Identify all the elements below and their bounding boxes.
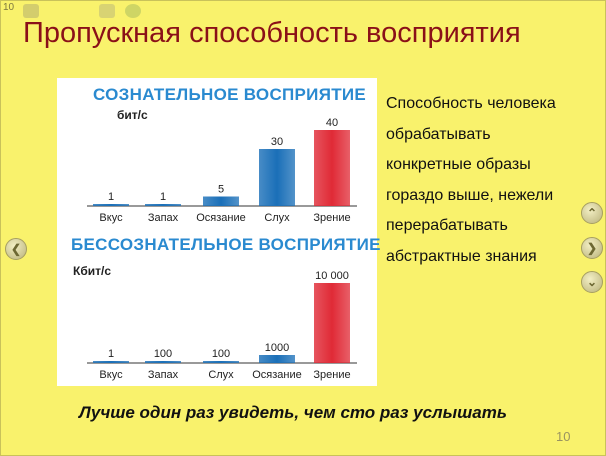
category-label: Зрение [313,369,350,381]
next-slide-button[interactable]: ❯ [581,237,603,259]
chevron-up-icon: ⌃ [586,206,598,220]
chevron-down-icon: ⌄ [586,275,598,289]
data-label: 1000 [265,342,289,354]
data-label: 1 [108,191,114,203]
down-button[interactable]: ⌄ [581,271,603,293]
slide-toolbar: 10 [1,1,171,23]
slide-panel-icon[interactable] [23,4,39,18]
chevron-left-icon: ❮ [10,242,22,256]
category-label: Запах [148,369,179,381]
bar-Слух [203,361,239,363]
print-icon[interactable] [99,4,115,18]
bar-Слух [259,149,295,206]
category-label: Слух [208,369,234,381]
bar-Вкус [93,204,129,206]
side-text-line: обрабатывать [386,125,491,143]
category-label: Осязание [252,369,302,381]
data-label: 30 [271,136,283,148]
data-label: 5 [218,184,224,196]
chart-unit-unconscious: Кбит/с [73,264,111,278]
chart-unconscious: 1 Вкус 100 Запах 100 Слух 1000 Осязание 10 000 Зр… [87,270,357,381]
side-text-line: конкретные образы [386,156,531,173]
bar-Зрение [314,130,350,206]
side-text-line: перерабатывать [386,217,508,234]
up-button[interactable]: ⌃ [581,202,603,224]
data-label: 10 000 [315,270,349,282]
category-label: Зрение [313,212,350,224]
refresh-icon[interactable] [125,4,141,18]
slide-number-top: 10 [3,2,15,13]
bar-Запах [145,204,181,206]
prev-slide-button[interactable]: ❮ [5,238,27,260]
chart-title-conscious: СОЗНАТЕЛЬНОЕ ВОСПРИЯТИЕ [93,85,367,104]
bar-Зрение [314,283,350,363]
side-text-line: Способность человека [386,95,556,112]
chart-panel: СОЗНАТЕЛЬНОЕ ВОСПРИЯТИЕ бит/с 1 Вкус 1 Запа… [57,78,380,386]
category-label: Слух [264,212,290,224]
page-number: 10 [556,429,571,444]
category-label: Вкус [99,212,123,224]
chart-title-unconscious: БЕССОЗНАТЕЛЬНОЕ ВОСПРИЯТИЕ [71,235,381,254]
data-label: 1 [108,348,114,360]
data-label: 100 [212,348,230,360]
data-label: 100 [154,348,172,360]
slide-title: Пропускная способность восприятия [23,17,521,49]
bar-Вкус [93,361,129,363]
chevron-right-icon: ❯ [586,241,598,255]
side-text: Способность человека обрабатывать конкре… [386,89,586,272]
chart-conscious: 1 Вкус 1 Запах 5 Осязание 30 Слух 40 Зрение [87,117,357,224]
data-label: 40 [326,117,338,129]
category-label: Осязание [196,212,246,224]
bar-Запах [145,361,181,363]
category-label: Запах [148,212,179,224]
chart-unit-conscious: бит/с [117,108,148,122]
footer-quote: Лучше один раз увидеть, чем сто раз услы… [79,403,507,422]
category-label: Вкус [99,369,123,381]
side-text-line: абстрактные знания [386,247,537,265]
bar-Осязание [203,196,239,206]
bar-Осязание [259,355,295,363]
data-label: 1 [160,191,166,203]
side-text-line: гораздо выше, нежели [386,186,554,204]
